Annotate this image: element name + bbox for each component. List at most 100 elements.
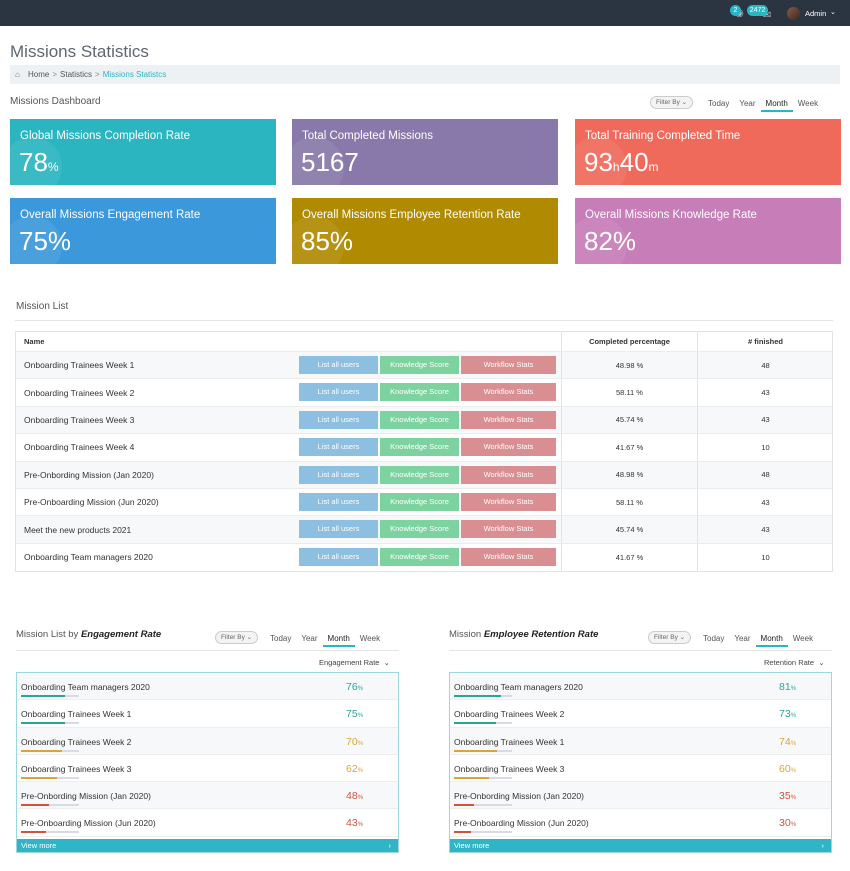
workflow-stats-button[interactable]: Workflow Stats: [461, 492, 556, 511]
dashboard-tabs: Today Year Month Week: [703, 98, 823, 112]
list-all-users-button[interactable]: List all users: [299, 438, 378, 457]
workflow-stats-button[interactable]: Workflow Stats: [461, 438, 556, 457]
completed-percentage: 48.98 %: [561, 352, 697, 379]
workflow-stats-button[interactable]: Workflow Stats: [461, 383, 556, 402]
stat-card-knowledge-rate: Overall Missions Knowledge Rate 82%: [575, 198, 841, 264]
stat-card-training-time: Total Training Completed Time 93h40m: [575, 119, 841, 185]
engagement-panel-title: Mission List by Engagement Rate: [16, 629, 162, 640]
workflow-stats-button[interactable]: Workflow Stats: [461, 410, 556, 429]
table-row: Onboarding Trainees Week 3 List all users…: [16, 406, 832, 435]
column-name: Name: [24, 337, 45, 346]
list-item[interactable]: Onboarding Trainees Week 2 73%: [450, 700, 831, 728]
tab-year[interactable]: Year: [734, 634, 751, 643]
mission-name: Pre-Onboarding Mission (Jun 2020): [24, 497, 159, 508]
knowledge-score-button[interactable]: Knowledge Score: [380, 410, 459, 429]
list-item[interactable]: Pre-Onboarding Mission (Jun 2020) 30%: [450, 809, 831, 837]
rate-bar: [21, 804, 49, 807]
tab-today[interactable]: Today: [703, 634, 725, 643]
stat-card-completed-missions: Total Completed Missions 5167: [292, 119, 558, 185]
breadcrumb-home[interactable]: Home: [28, 70, 50, 79]
stat-card-retention-rate: Overall Missions Employee Retention Rate…: [292, 198, 558, 264]
list-item[interactable]: Pre-Onboarding Mission (Jun 2020) 43%: [17, 809, 398, 837]
view-more-button[interactable]: View more ›: [450, 839, 831, 852]
rate-bar-track: [454, 749, 512, 752]
tab-month[interactable]: Month: [760, 98, 793, 112]
list-item[interactable]: Onboarding Team managers 2020 76%: [17, 673, 398, 701]
list-all-users-button[interactable]: List all users: [299, 547, 378, 566]
mission-name: Onboarding Trainees Week 1: [21, 709, 132, 720]
messages-badge: 2472: [747, 5, 768, 16]
tab-today[interactable]: Today: [708, 99, 730, 108]
avatar[interactable]: [787, 7, 800, 20]
list-item[interactable]: Pre-Onbording Mission (Jan 2020) 48%: [17, 782, 398, 810]
tab-week[interactable]: Week: [359, 634, 381, 643]
table-row: Meet the new products 2021 List all users…: [16, 516, 833, 544]
knowledge-score-button[interactable]: Knowledge Score: [380, 383, 459, 402]
rate-bar: [21, 776, 57, 779]
knowledge-score-button[interactable]: Knowledge Score: [380, 520, 459, 539]
rate-bar: [454, 722, 497, 725]
rate-bar-track: [454, 804, 512, 807]
list-item[interactable]: Pre-Onbording Mission (Jan 2020) 35%: [450, 782, 831, 810]
knowledge-score-button[interactable]: Knowledge Score: [380, 492, 459, 511]
tab-year[interactable]: Year: [739, 99, 756, 108]
tab-today[interactable]: Today: [270, 634, 292, 643]
card-value: 93h40m: [584, 147, 659, 177]
list-all-users-button[interactable]: List all users: [299, 356, 378, 374]
mission-name: Onboarding Trainees Week 4: [24, 442, 135, 453]
engagement-filter-dropdown[interactable]: Filter By ⌄: [215, 631, 259, 644]
chevron-down-icon: ⌄: [679, 634, 686, 641]
table-row: Onboarding Trainees Week 4 List all users…: [16, 434, 832, 462]
breadcrumb-statistics[interactable]: Statistics: [60, 70, 93, 79]
tab-month[interactable]: Month: [755, 633, 788, 647]
completed-percentage: 45.74 %: [561, 406, 697, 434]
mission-name: Meet the new products 2021: [24, 524, 132, 535]
list-item[interactable]: Onboarding Trainees Week 2 70%: [17, 727, 398, 755]
workflow-stats-button[interactable]: Workflow Stats: [461, 465, 556, 484]
card-label: Overall Missions Engagement Rate: [20, 209, 201, 221]
chevron-down-icon[interactable]: ⌄: [830, 9, 836, 16]
list-all-users-button[interactable]: List all users: [299, 520, 378, 539]
table-row: Pre-Onboarding Mission (Jun 2020) List al…: [16, 488, 832, 517]
table-row: Pre-Onbording Mission (Jan 2020) List all…: [16, 461, 833, 489]
mission-name: Onboarding Trainees Week 1: [24, 360, 135, 371]
list-all-users-button[interactable]: List all users: [299, 492, 378, 511]
user-name[interactable]: Admin: [805, 9, 827, 18]
workflow-stats-button[interactable]: Workflow Stats: [461, 520, 556, 539]
tab-week[interactable]: Week: [792, 634, 814, 643]
list-all-users-button[interactable]: List all users: [299, 410, 378, 429]
list-item[interactable]: Onboarding Trainees Week 1 74%: [450, 727, 831, 755]
workflow-stats-button[interactable]: Workflow Stats: [461, 547, 556, 566]
list-all-users-button[interactable]: List all users: [299, 465, 378, 484]
retention-filter-dropdown[interactable]: Filter By ⌄: [648, 631, 692, 644]
list-item[interactable]: Onboarding Team managers 2020 81%: [450, 673, 831, 701]
rate-bar: [454, 776, 489, 779]
retention-sort-dropdown[interactable]: Retention Rate ⌄: [764, 658, 825, 667]
workflow-stats-button[interactable]: Workflow Stats: [461, 356, 556, 374]
knowledge-score-button[interactable]: Knowledge Score: [380, 438, 459, 457]
engagement-sort-dropdown[interactable]: Engagement Rate ⌄: [319, 658, 390, 667]
rate-value: 48%: [346, 790, 364, 803]
list-all-users-button[interactable]: List all users: [299, 383, 378, 402]
tab-year[interactable]: Year: [301, 634, 318, 643]
filter-dropdown[interactable]: Filter By ⌄: [650, 96, 694, 109]
tab-month[interactable]: Month: [322, 633, 355, 647]
completed-percentage: 41.67 %: [561, 543, 697, 572]
knowledge-score-button[interactable]: Knowledge Score: [380, 465, 459, 484]
finished-count: 48: [697, 461, 833, 488]
envelope-icon[interactable]: ✉: [763, 10, 772, 21]
list-item[interactable]: Onboarding Trainees Week 3 62%: [17, 755, 398, 783]
knowledge-score-button[interactable]: Knowledge Score: [380, 356, 459, 374]
breadcrumb-current: Missions Statistcs: [102, 70, 167, 79]
rate-bar: [21, 722, 65, 725]
view-more-button[interactable]: View more ›: [17, 839, 398, 852]
list-item[interactable]: Onboarding Trainees Week 1 75%: [17, 700, 398, 728]
chevron-down-icon: ⌄: [681, 99, 688, 106]
card-decoration: [292, 137, 344, 185]
tab-week[interactable]: Week: [797, 99, 819, 108]
mission-name: Pre-Onboarding Mission (Jun 2020): [21, 818, 156, 829]
finished-count: 43: [697, 516, 833, 543]
list-item[interactable]: Onboarding Trainees Week 3 60%: [450, 755, 831, 783]
knowledge-score-button[interactable]: Knowledge Score: [380, 547, 459, 566]
card-decoration: [10, 216, 62, 264]
